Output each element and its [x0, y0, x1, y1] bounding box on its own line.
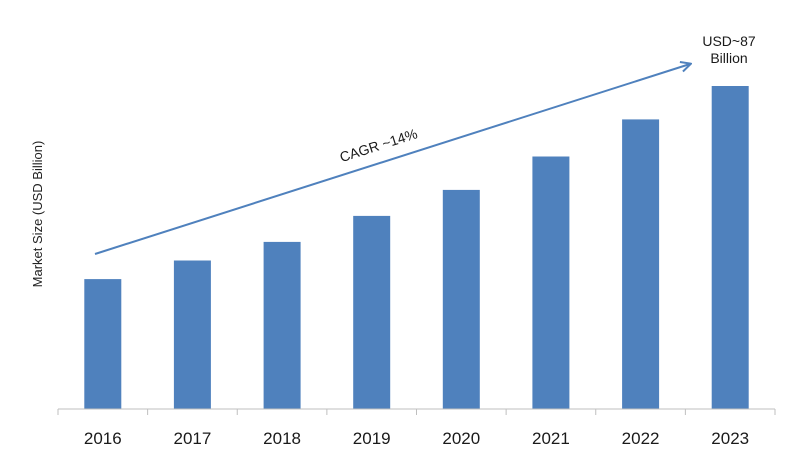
cagr-label: CAGR ~14%	[338, 125, 420, 165]
x-tick-label-2016: 2016	[84, 429, 122, 448]
bar-2020	[442, 189, 480, 409]
bar-2023	[711, 86, 749, 409]
bar-2016	[84, 279, 122, 409]
bar-2018	[263, 241, 301, 409]
x-tick-label-2018: 2018	[263, 429, 301, 448]
bar-series	[84, 86, 749, 410]
cagr-trend-arrow	[94, 64, 690, 255]
x-tick-label-2017: 2017	[173, 429, 211, 448]
x-tick-label-2023: 2023	[711, 429, 749, 448]
x-tick-label-2019: 2019	[353, 429, 391, 448]
bar-2017	[173, 260, 211, 409]
bar-2019	[353, 215, 391, 409]
y-axis-label: Market Size (USD Billion)	[30, 141, 45, 288]
end-value-label-line1: USD~87	[702, 33, 756, 49]
bar-2021	[532, 156, 570, 409]
end-value-label-line2: Billion	[710, 50, 747, 66]
x-tick-label-2021: 2021	[532, 429, 570, 448]
bar-2022	[622, 119, 660, 410]
x-tick-label-2022: 2022	[622, 429, 660, 448]
x-axis-tick-labels: 2016 2017 2018 2019 2020 2021 2022 2023	[84, 429, 749, 448]
x-tick-label-2020: 2020	[442, 429, 480, 448]
x-axis-ticks	[57, 409, 776, 415]
